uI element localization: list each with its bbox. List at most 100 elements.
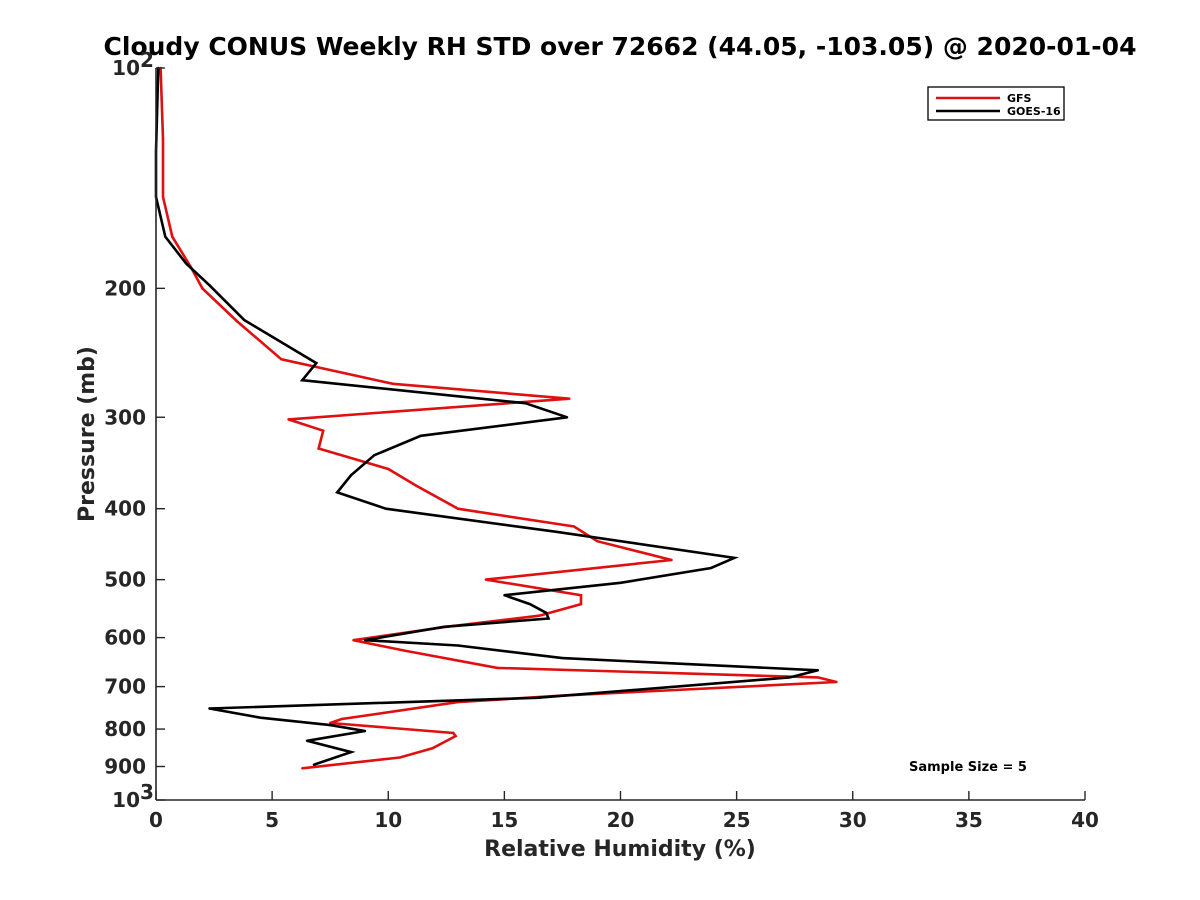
data-point-goes16 <box>301 379 304 382</box>
data-point-gfs <box>340 717 343 721</box>
data-point-goes16 <box>528 602 532 606</box>
y-tick-label: 900 <box>104 755 146 779</box>
data-point-gfs <box>161 195 165 199</box>
data-point-goes16 <box>363 639 367 642</box>
data-point-goes16 <box>329 723 332 727</box>
y-tick-label: 700 <box>104 675 146 699</box>
series-line-gfs <box>159 67 837 770</box>
x-tick-label: 35 <box>955 808 983 832</box>
data-point-gfs <box>329 721 332 725</box>
data-point-goes16 <box>733 556 736 560</box>
y-tick-label: 10 <box>112 56 140 80</box>
y-axis-label: Pressure (mb) <box>75 346 100 522</box>
x-tick-label: 0 <box>149 808 163 832</box>
data-point-goes16 <box>164 235 167 238</box>
data-point-gfs <box>391 382 395 385</box>
data-point-goes16 <box>312 763 316 766</box>
data-point-gfs <box>835 680 838 684</box>
x-tick-label: 10 <box>374 808 402 832</box>
data-point-gfs <box>414 484 418 487</box>
data-point-goes16 <box>185 262 188 265</box>
data-point-gfs <box>579 594 583 597</box>
data-point-goes16 <box>547 617 550 620</box>
sample-size-annotation: Sample Size = 5 <box>909 760 1027 775</box>
y-tick-label: 10 <box>112 788 140 812</box>
data-point-goes16 <box>524 402 527 405</box>
legend-label-goes16: GOES-16 <box>1007 105 1061 118</box>
data-point-goes16 <box>305 739 309 742</box>
data-point-gfs <box>496 666 499 670</box>
data-point-gfs <box>572 525 576 528</box>
data-point-goes16 <box>561 656 564 660</box>
x-ticks: 0 5 10 15 20 25 30 35 40 <box>149 791 1099 832</box>
data-point-gfs <box>538 614 541 617</box>
data-point-gfs <box>352 639 355 642</box>
x-tick-label: 30 <box>839 808 867 832</box>
data-point-gfs <box>171 235 174 238</box>
y-tick-label: 500 <box>104 568 146 592</box>
data-point-goes16 <box>419 434 422 437</box>
data-point-gfs <box>568 397 571 400</box>
y-tick-label: 400 <box>104 497 146 521</box>
data-point-gfs <box>454 734 457 738</box>
data-point-gfs <box>456 507 460 510</box>
data-point-gfs <box>301 767 304 770</box>
data-point-goes16 <box>535 696 539 699</box>
x-tick-label: 25 <box>723 808 751 832</box>
data-point-goes16 <box>363 729 367 733</box>
data-point-gfs <box>670 558 673 562</box>
y-tick-label: 300 <box>104 405 146 429</box>
legend-label-gfs: GFS <box>1007 92 1032 105</box>
data-point-gfs <box>161 137 165 141</box>
y-tick-label: 800 <box>104 717 146 741</box>
data-point-gfs <box>322 429 325 432</box>
data-point-gfs <box>431 747 434 750</box>
data-point-gfs <box>387 467 390 471</box>
data-point-goes16 <box>336 491 339 494</box>
data-point-goes16 <box>816 669 820 672</box>
data-point-goes16 <box>442 625 446 628</box>
data-point-goes16 <box>208 284 211 287</box>
data-point-goes16 <box>788 676 792 679</box>
data-point-gfs <box>398 756 402 759</box>
data-point-gfs <box>287 418 290 421</box>
data-point-goes16 <box>503 594 506 597</box>
data-point-gfs <box>403 649 406 652</box>
data-point-gfs <box>280 358 283 361</box>
data-point-gfs <box>816 676 820 679</box>
legend: GFS GOES-16 <box>927 86 1065 121</box>
x-axis-label: Relative Humidity (%) <box>484 837 756 862</box>
data-point-gfs <box>201 287 204 290</box>
data-point-goes16 <box>315 361 318 365</box>
series-layer <box>154 66 838 770</box>
data-point-goes16 <box>619 581 622 584</box>
chart-title: Cloudy CONUS Weekly RH STD over 72662 (4… <box>104 32 1137 61</box>
data-point-gfs <box>596 540 599 543</box>
y-tick-exponent: 2 <box>140 48 154 72</box>
x-tick-label: 5 <box>265 808 279 832</box>
data-point-goes16 <box>709 566 713 570</box>
data-point-goes16 <box>554 530 557 533</box>
x-tick-label: 20 <box>607 808 635 832</box>
y-tick-label: 200 <box>104 276 146 300</box>
y-tick-exponent: 3 <box>140 780 154 804</box>
data-point-goes16 <box>565 416 569 419</box>
data-point-goes16 <box>373 454 376 457</box>
data-point-goes16 <box>456 644 460 647</box>
plot-area: 0 5 10 15 20 25 30 35 40 10 220030040050060070080… <box>104 48 1099 832</box>
data-point-gfs <box>317 447 320 450</box>
series-line-goes16 <box>154 67 819 766</box>
data-point-goes16 <box>384 507 388 510</box>
x-tick-label: 40 <box>1071 808 1099 832</box>
x-tick-label: 15 <box>490 808 518 832</box>
data-point-goes16 <box>208 707 211 710</box>
data-point-gfs <box>579 602 583 606</box>
data-point-goes16 <box>349 750 353 754</box>
data-point-goes16 <box>545 611 548 614</box>
data-point-goes16 <box>259 716 262 719</box>
data-point-gfs <box>236 320 239 323</box>
data-point-goes16 <box>243 318 246 322</box>
data-point-goes16 <box>349 474 353 477</box>
